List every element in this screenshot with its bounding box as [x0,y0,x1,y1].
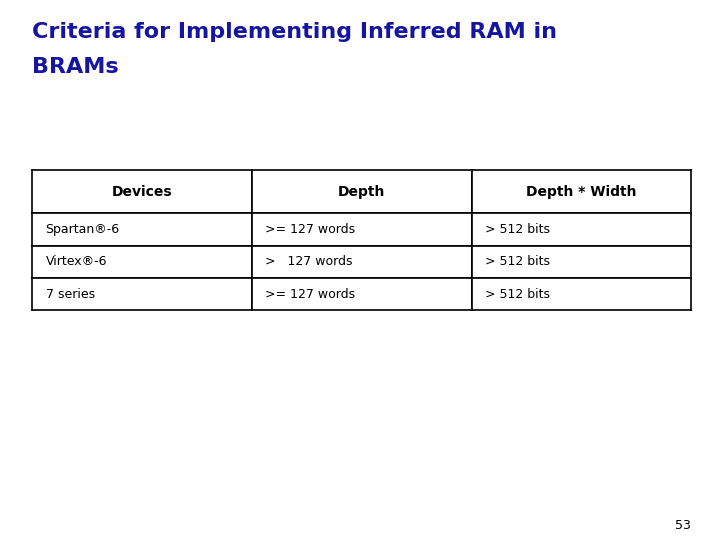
Text: Depth * Width: Depth * Width [526,185,636,199]
Text: Spartan®-6: Spartan®-6 [45,223,120,236]
Text: >= 127 words: >= 127 words [265,288,355,301]
Text: >= 127 words: >= 127 words [265,223,355,236]
Text: Criteria for Implementing Inferred RAM in: Criteria for Implementing Inferred RAM i… [32,22,557,42]
Text: 53: 53 [675,519,691,532]
Text: 7 series: 7 series [45,288,95,301]
Text: > 512 bits: > 512 bits [485,223,550,236]
Text: Depth: Depth [338,185,385,199]
Text: > 512 bits: > 512 bits [485,255,550,268]
Text: Virtex®-6: Virtex®-6 [45,255,107,268]
Text: Devices: Devices [112,185,173,199]
Text: > 512 bits: > 512 bits [485,288,550,301]
Text: BRAMs: BRAMs [32,57,119,77]
Text: >   127 words: > 127 words [265,255,353,268]
